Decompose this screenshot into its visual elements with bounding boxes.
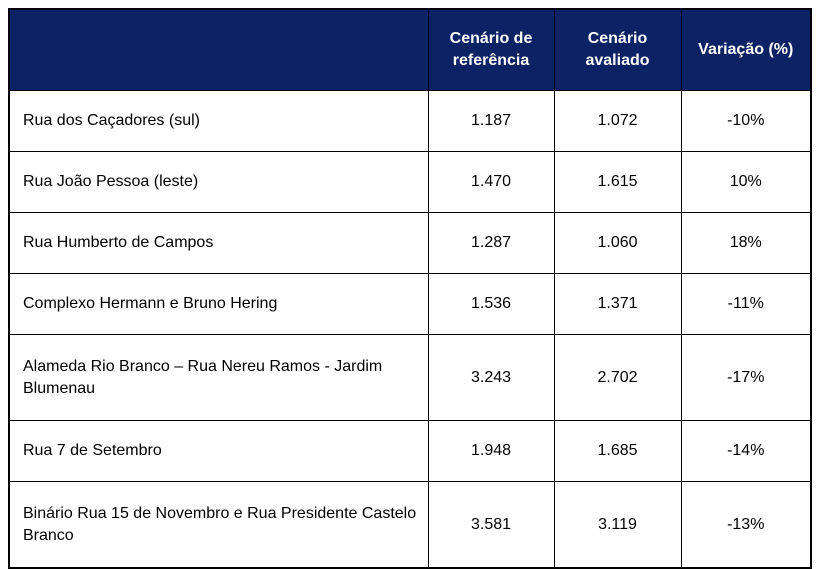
evaluated-value-cell: 3.119 [553, 481, 682, 569]
header-row: Cenário de referência Cenário avaliado V… [8, 8, 812, 91]
reference-value-cell: 1.187 [427, 90, 555, 152]
row-label-cell: Complexo Hermann e Bruno Hering [8, 273, 429, 335]
row-label-cell: Alameda Rio Branco – Rua Nereu Ramos - J… [8, 334, 429, 421]
row-label-cell: Rua dos Caçadores (sul) [8, 90, 429, 152]
header-cell-location [8, 8, 429, 91]
reference-value-cell: 3.581 [427, 481, 555, 569]
variation-value-cell: -17% [680, 334, 812, 421]
evaluated-value-cell: 1.072 [553, 90, 682, 152]
table-row: Rua João Pessoa (leste) 1.470 1.615 10% [8, 151, 812, 213]
variation-value-cell: -10% [680, 90, 812, 152]
page: Cenário de referência Cenário avaliado V… [8, 8, 812, 569]
variation-value-cell: 18% [680, 212, 812, 274]
table-row: Alameda Rio Branco – Rua Nereu Ramos - J… [8, 334, 812, 421]
evaluated-value-cell: 2.702 [553, 334, 682, 421]
evaluated-value-cell: 1.371 [553, 273, 682, 335]
variation-value-cell: -13% [680, 481, 812, 569]
variation-value-cell: 10% [680, 151, 812, 213]
reference-value-cell: 3.243 [427, 334, 555, 421]
table-row: Complexo Hermann e Bruno Hering 1.536 1.… [8, 273, 812, 335]
reference-value-cell: 1.948 [427, 420, 555, 482]
row-label-cell: Binário Rua 15 de Novembro e Rua Preside… [8, 481, 429, 569]
table-row: Rua dos Caçadores (sul) 1.187 1.072 -10% [8, 90, 812, 152]
table-row: Rua Humberto de Campos 1.287 1.060 18% [8, 212, 812, 274]
header-cell-evaluated-scenario: Cenário avaliado [553, 8, 682, 91]
variation-value-cell: -14% [680, 420, 812, 482]
table-row: Binário Rua 15 de Novembro e Rua Preside… [8, 481, 812, 569]
evaluated-value-cell: 1.615 [553, 151, 682, 213]
evaluated-value-cell: 1.685 [553, 420, 682, 482]
reference-value-cell: 1.536 [427, 273, 555, 335]
evaluated-value-cell: 1.060 [553, 212, 682, 274]
variation-value-cell: -11% [680, 273, 812, 335]
row-label-cell: Rua Humberto de Campos [8, 212, 429, 274]
row-label-cell: Rua 7 de Setembro [8, 420, 429, 482]
row-label-cell: Rua João Pessoa (leste) [8, 151, 429, 213]
table-row: Rua 7 de Setembro 1.948 1.685 -14% [8, 420, 812, 482]
header-cell-variation: Variação (%) [680, 8, 812, 91]
results-table: Cenário de referência Cenário avaliado V… [8, 8, 812, 569]
header-cell-reference-scenario: Cenário de referência [427, 8, 555, 91]
reference-value-cell: 1.470 [427, 151, 555, 213]
reference-value-cell: 1.287 [427, 212, 555, 274]
